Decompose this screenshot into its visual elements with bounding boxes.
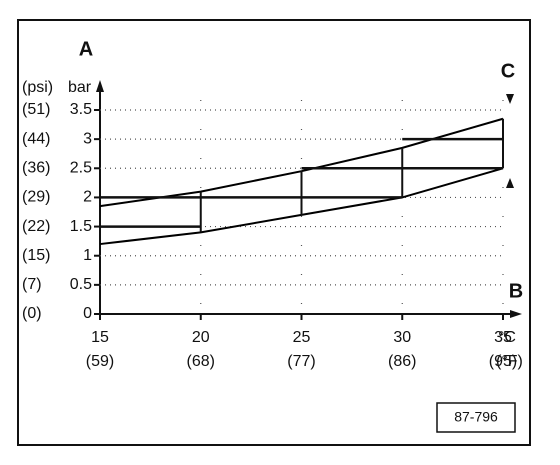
x-arrow xyxy=(510,310,522,318)
y-alt-label: (51) xyxy=(22,101,50,118)
x-alt-label: (77) xyxy=(287,353,315,370)
y-tick-label: 3.5 xyxy=(70,101,92,118)
c-arrow-up xyxy=(506,178,514,188)
x-alt-unit: (°F) xyxy=(496,353,523,370)
y-tick-label: 1.5 xyxy=(70,218,92,235)
y-arrow xyxy=(96,80,104,92)
c-arrow-down xyxy=(506,94,514,104)
y-alt-unit: (psi) xyxy=(22,79,53,96)
figure-code: 87-796 xyxy=(454,409,498,425)
x-alt-label: (59) xyxy=(86,353,114,370)
label-c: C xyxy=(501,60,515,82)
y-unit: bar xyxy=(68,79,92,96)
x-alt-label: (68) xyxy=(187,353,215,370)
label-a: A xyxy=(79,38,93,60)
y-alt-label: (22) xyxy=(22,218,50,235)
x-tick-label: 20 xyxy=(192,329,210,346)
y-tick-label: 1 xyxy=(83,247,92,264)
y-tick-label: 0.5 xyxy=(70,276,92,293)
y-tick-label: 0 xyxy=(83,305,92,322)
y-alt-label: (29) xyxy=(22,189,50,206)
x-alt-label: (86) xyxy=(388,353,416,370)
frame xyxy=(17,19,531,446)
y-alt-label: (7) xyxy=(22,276,42,293)
x-tick-label: 25 xyxy=(293,329,311,346)
y-tick-label: 3 xyxy=(83,130,92,147)
y-alt-label: (0) xyxy=(22,305,42,322)
y-tick-label: 2 xyxy=(83,189,92,206)
x-tick-label: 35 xyxy=(494,329,512,346)
x-tick-label: 15 xyxy=(91,329,109,346)
code-box xyxy=(436,402,516,433)
label-b: B xyxy=(509,280,523,302)
x-tick-label: 30 xyxy=(393,329,411,346)
x-alt-label: (95) xyxy=(489,353,517,370)
y-alt-label: (44) xyxy=(22,130,50,147)
y-tick-label: 2.5 xyxy=(70,160,92,177)
x-unit: °C xyxy=(498,329,516,346)
y-alt-label: (15) xyxy=(22,247,50,264)
y-alt-label: (36) xyxy=(22,160,50,177)
